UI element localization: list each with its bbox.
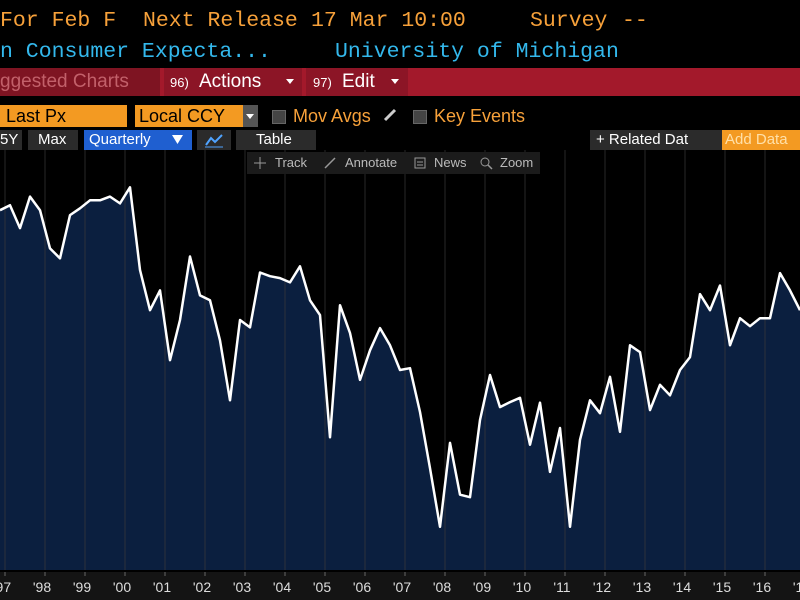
related-button[interactable] bbox=[590, 130, 722, 150]
x-tick-label: '10 bbox=[513, 579, 531, 595]
annotate-icon bbox=[324, 157, 336, 169]
chart-toolbar bbox=[247, 152, 540, 174]
range-5y[interactable]: 5Y bbox=[0, 131, 19, 148]
x-axis-band bbox=[0, 572, 800, 600]
frequency-select[interactable] bbox=[84, 130, 192, 150]
dropdown-arrow bbox=[286, 79, 294, 84]
x-tick-label: '11 bbox=[553, 579, 570, 595]
x-tick-label: '09 bbox=[473, 579, 491, 595]
security-name: n Consumer Expecta... bbox=[0, 40, 271, 64]
title-row bbox=[0, 0, 800, 36]
news[interactable]: News bbox=[434, 155, 467, 170]
x-tick-label: '12 bbox=[593, 579, 611, 595]
x-tick-label: '04 bbox=[273, 579, 291, 595]
survey-label: Survey bbox=[530, 9, 608, 33]
dropdown-arrow bbox=[172, 135, 183, 144]
field-label[interactable]: Last Px bbox=[6, 106, 67, 126]
edit-number: 97) bbox=[313, 75, 332, 90]
range-button[interactable] bbox=[28, 130, 78, 150]
x-tick-label: '03 bbox=[233, 579, 251, 595]
area bbox=[0, 187, 800, 571]
line bbox=[0, 186, 800, 529]
x-tick-label: '00 bbox=[113, 579, 131, 595]
range-max[interactable]: Max bbox=[38, 131, 67, 148]
suggested-tab[interactable] bbox=[0, 68, 160, 96]
x-tick-label: '07 bbox=[393, 579, 411, 595]
add-data[interactable]: Add Data bbox=[725, 131, 788, 148]
x-tick-label: '17 bbox=[793, 579, 800, 595]
suggested-charts[interactable]: ggested Charts bbox=[0, 71, 129, 92]
annotate[interactable]: Annotate bbox=[345, 155, 398, 170]
x-tick-label: '97 bbox=[0, 579, 11, 595]
related-data[interactable]: + Related Dat bbox=[596, 131, 689, 148]
key-events[interactable]: Key Events bbox=[434, 106, 526, 126]
zoom[interactable]: Zoom bbox=[500, 155, 534, 170]
range-button[interactable] bbox=[0, 130, 22, 150]
x-tick-label: '13 bbox=[633, 579, 651, 595]
dropdown-arrow bbox=[246, 114, 254, 119]
table[interactable]: Table bbox=[256, 131, 292, 148]
x-tick-label: '01 bbox=[153, 579, 171, 595]
mov-avgs[interactable]: Mov Avgs bbox=[293, 106, 371, 126]
actions-label[interactable]: Actions bbox=[199, 71, 262, 92]
checkbox[interactable] bbox=[272, 110, 286, 124]
edit-button[interactable] bbox=[306, 68, 408, 96]
news-icon bbox=[414, 157, 426, 169]
x-tick-label: '05 bbox=[313, 579, 331, 595]
period: For Feb F bbox=[0, 9, 117, 33]
edit-label[interactable]: Edit bbox=[342, 71, 375, 92]
x-tick-label: '16 bbox=[753, 579, 771, 595]
source: University of Michigan bbox=[335, 40, 619, 64]
currency-label[interactable]: Local CCY bbox=[139, 106, 226, 126]
actions-button[interactable] bbox=[164, 68, 302, 96]
x-tick-label: '02 bbox=[193, 579, 211, 595]
add-data-button[interactable] bbox=[722, 130, 800, 150]
checkbox[interactable] bbox=[413, 110, 427, 124]
table-button[interactable] bbox=[236, 130, 316, 150]
frequency[interactable]: Quarterly bbox=[89, 131, 151, 148]
track[interactable]: Track bbox=[275, 155, 308, 170]
release-time: 17 Mar 10:00 bbox=[311, 9, 466, 33]
x-tick-label: '99 bbox=[73, 579, 91, 595]
dropdown-arrow bbox=[391, 79, 399, 84]
zoom-icon bbox=[480, 157, 493, 170]
currency-select[interactable] bbox=[135, 105, 243, 127]
survey-value: -- bbox=[622, 9, 648, 33]
x-tick-label: '06 bbox=[353, 579, 371, 595]
x-tick-label: '14 bbox=[673, 579, 691, 595]
actions-number: 96) bbox=[170, 75, 189, 90]
release-label: Next Release bbox=[143, 9, 298, 33]
track-icon bbox=[254, 157, 266, 169]
pencil-icon[interactable] bbox=[383, 108, 397, 122]
x-tick-label: '08 bbox=[433, 579, 451, 595]
x-tick-label: '98 bbox=[33, 579, 51, 595]
field-select[interactable] bbox=[0, 105, 127, 127]
line-chart-icon bbox=[205, 134, 223, 148]
x-tick-label: '15 bbox=[713, 579, 731, 595]
